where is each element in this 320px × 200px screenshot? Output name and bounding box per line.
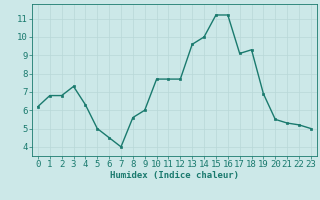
X-axis label: Humidex (Indice chaleur): Humidex (Indice chaleur) (110, 171, 239, 180)
